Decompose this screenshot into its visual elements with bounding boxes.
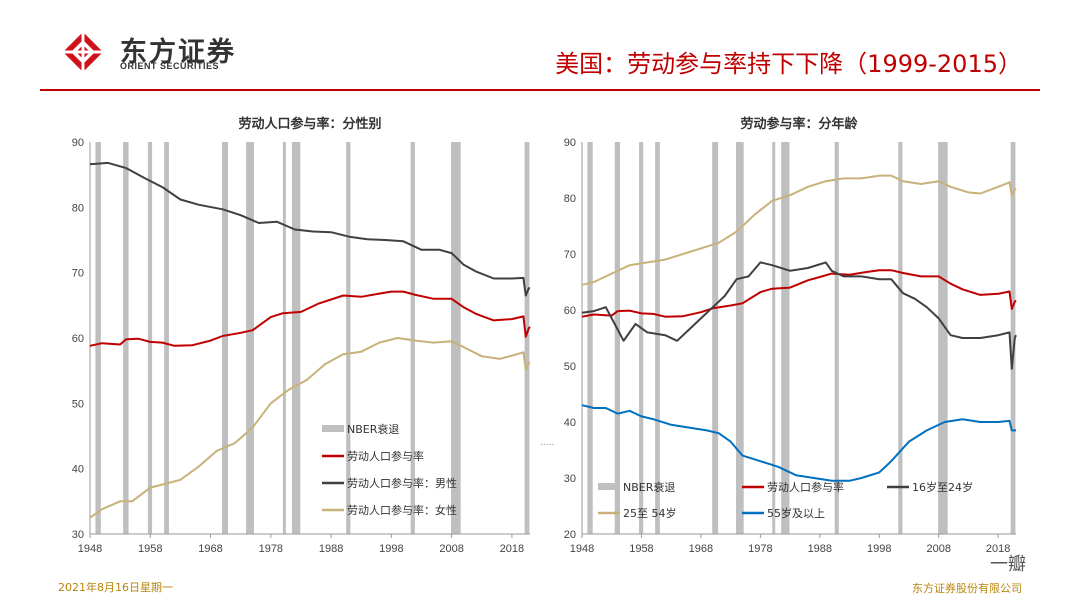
y-tick-label: 40 (564, 417, 576, 429)
x-tick-label: 1978 (748, 543, 772, 555)
x-tick-label: 1948 (570, 543, 594, 555)
series-line-2 (89, 337, 531, 519)
legend-label-4: 55岁及以上 (767, 506, 825, 520)
legend-label-2: 劳动人口参与率：男性 (347, 476, 457, 490)
logo-english-name: ORIENT SECURITIES (120, 61, 220, 71)
recession-band-3 (164, 142, 169, 534)
x-tick-label: 2018 (500, 543, 524, 555)
company-logo: 东方证券 ORIENT SECURITIES (58, 30, 258, 74)
x-tick-label: 2008 (439, 543, 463, 555)
y-tick-label: 60 (564, 305, 576, 317)
y-tick-label: 70 (564, 249, 576, 261)
y-tick-label: 20 (564, 529, 576, 541)
recession-band-7 (781, 142, 790, 534)
series-line-1 (581, 261, 1017, 370)
legend-label-0: NBER衰退 (623, 480, 675, 494)
legend-label-3: 25至 54岁 (623, 506, 677, 520)
series-line-3 (581, 404, 1016, 482)
recession-band-4 (222, 142, 229, 534)
y-tick-label: 80 (72, 202, 84, 214)
recession-band-0 (95, 142, 101, 534)
x-tick-label: 1988 (808, 543, 832, 555)
x-tick-label: 1988 (319, 543, 343, 555)
y-tick-label: 80 (564, 193, 576, 205)
y-tick-label: 70 (72, 268, 84, 280)
y-tick-label: 40 (72, 464, 84, 476)
y-tick-label: 30 (564, 473, 576, 485)
recession-band-8 (834, 142, 839, 534)
recession-band-5 (246, 142, 254, 534)
x-tick-label: 1948 (78, 543, 102, 555)
series-line-2 (581, 174, 1017, 286)
recession-band-2 (147, 142, 153, 534)
chart-title: 劳动人口参与率：分性别 (238, 116, 381, 132)
divider-dots: ..... (540, 438, 555, 448)
recession-band-10 (451, 142, 461, 534)
orient-securities-logo-icon (63, 32, 103, 72)
series-line-0 (89, 290, 531, 347)
x-tick-label: 1998 (867, 543, 891, 555)
recession-band-1 (614, 142, 621, 534)
y-tick-label: 90 (564, 137, 576, 149)
series-line-1 (89, 161, 530, 297)
recession-band-11 (1010, 142, 1016, 534)
x-tick-label: 2018 (986, 543, 1010, 555)
legend-swatch-0 (322, 425, 344, 432)
recession-band-11 (524, 142, 530, 534)
x-tick-label: 1968 (689, 543, 713, 555)
slide-title: 美国：劳动参与率持下下降（1999-2015） (555, 50, 1022, 78)
x-tick-label: 1968 (198, 543, 222, 555)
watermark-text: 一瓣 (990, 554, 1026, 575)
legend-label-1: 劳动人口参与率 (347, 449, 424, 463)
chart-title: 劳动参与率：分年龄 (740, 116, 858, 132)
legend-label-3: 劳动人口参与率：女性 (347, 503, 457, 517)
y-tick-label: 60 (72, 333, 84, 345)
recession-band-1 (123, 142, 129, 534)
recession-band-9 (898, 142, 903, 534)
recession-band-6 (772, 142, 776, 534)
recession-band-7 (291, 142, 301, 534)
series-line-0 (581, 269, 1017, 318)
y-tick-label: 90 (72, 137, 84, 149)
recession-band-0 (587, 142, 593, 534)
recession-band-4 (712, 142, 719, 534)
footer-company: 东方证券股份有限公司 (912, 582, 1022, 595)
legend-label-1: 劳动人口参与率 (767, 480, 844, 494)
recession-band-2 (639, 142, 644, 534)
y-tick-label: 30 (72, 529, 84, 541)
y-tick-label: 50 (72, 398, 84, 410)
recession-band-8 (346, 142, 351, 534)
recession-band-10 (938, 142, 948, 534)
y-tick-label: 50 (564, 361, 576, 373)
x-tick-label: 2008 (926, 543, 950, 555)
footer-date: 2021年8月16日星期一 (58, 581, 173, 594)
legend-swatch-0 (598, 483, 620, 490)
x-tick-label: 1978 (259, 543, 283, 555)
legend-label-0: NBER衰退 (347, 422, 399, 436)
recession-band-9 (410, 142, 415, 534)
x-tick-label: 1958 (629, 543, 653, 555)
legend-label-2: 16岁至24岁 (912, 480, 973, 494)
recession-band-6 (282, 142, 286, 534)
logo-chinese-name: 东方证券 (120, 37, 236, 68)
x-tick-label: 1958 (138, 543, 162, 555)
title-divider (40, 89, 1040, 91)
recession-band-5 (735, 142, 744, 534)
recession-band-3 (655, 142, 660, 534)
x-tick-label: 1998 (379, 543, 403, 555)
